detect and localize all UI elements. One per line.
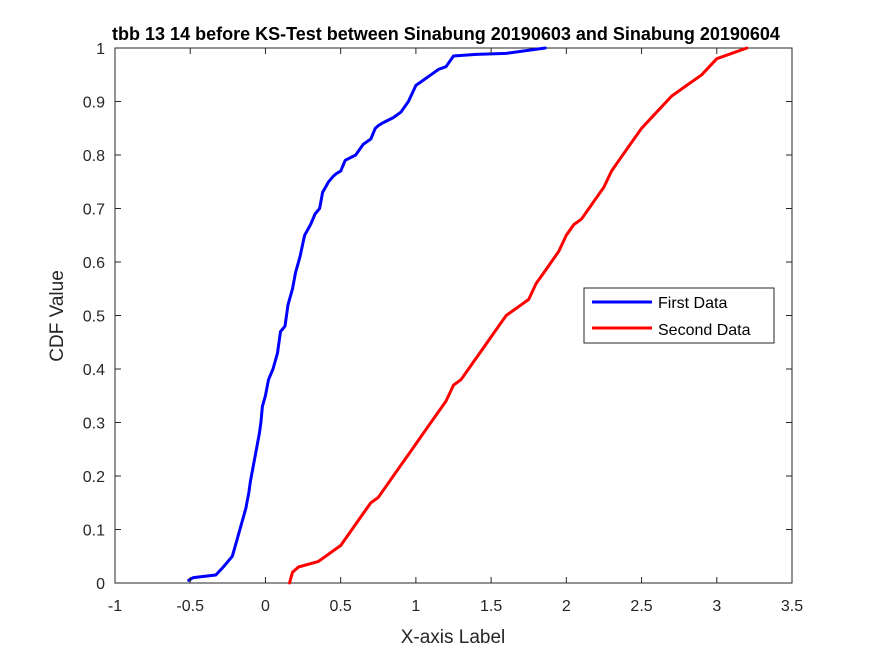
y-tick-label: 0 <box>96 576 105 593</box>
x-tick-label: 0 <box>261 598 270 615</box>
x-tick-label: 2 <box>562 598 571 615</box>
y-axis-label: CDF Value <box>47 270 68 362</box>
y-tick-label: 0.9 <box>83 95 105 112</box>
x-tick-label: 3.5 <box>781 598 803 615</box>
x-tick-label: 0.5 <box>330 598 352 615</box>
legend-label-first-data: First Data <box>658 295 727 312</box>
y-tick-label: 1 <box>96 41 105 58</box>
ticks-layer: -1 -0.5 0 0.5 1 1.5 2 2.5 3 3.5 0 0.1 0.2 0.3 0.4 0.5 0.… <box>83 41 803 615</box>
x-tick-label: 1.5 <box>480 598 502 615</box>
x-axis-label: X-axis Label <box>401 627 506 648</box>
series-layer <box>187 46 749 585</box>
series-line-second-data <box>288 46 749 585</box>
legend: First Data Second Data <box>583 287 775 344</box>
y-tick-label: 0.2 <box>83 469 105 486</box>
legend-box <box>583 287 775 344</box>
chart-title: tbb 13 14 before KS-Test between Sinabun… <box>112 24 780 44</box>
x-tick-label: -0.5 <box>176 598 204 615</box>
y-tick-label: 0.1 <box>83 523 105 540</box>
y-tick-label: 0.5 <box>83 309 105 326</box>
series-line-first-data <box>187 46 547 582</box>
y-tick-label: 0.8 <box>83 148 105 165</box>
y-tick-label: 0.7 <box>83 202 105 219</box>
x-tick-label: 2.5 <box>630 598 652 615</box>
x-tick-label: 1 <box>411 598 420 615</box>
y-tick-label: 0.4 <box>83 362 105 379</box>
x-tick-label: 3 <box>712 598 721 615</box>
y-tick-label: 0.6 <box>83 255 105 272</box>
y-tick-label: 0.3 <box>83 416 105 433</box>
x-tick-label: -1 <box>108 598 122 615</box>
legend-label-second-data: Second Data <box>658 322 751 339</box>
